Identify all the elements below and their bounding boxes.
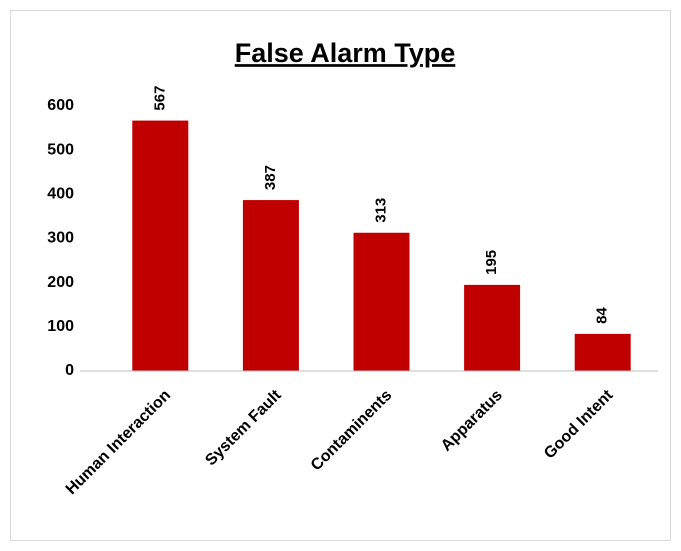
chart-title: False Alarm Type [235,38,456,68]
value-label: 567 [151,86,168,111]
y-tick-label: 600 [47,97,74,114]
bar [353,232,410,371]
bar [132,120,189,371]
bar [242,200,299,371]
value-label: 387 [262,165,279,190]
y-tick-label: 0 [65,362,74,379]
chart-frame [10,10,671,541]
y-tick-label: 500 [47,141,74,158]
y-tick-label: 200 [47,274,74,291]
value-label: 195 [483,250,500,275]
y-tick-label: 400 [47,186,74,203]
value-label: 313 [372,198,389,223]
y-tick-label: 100 [47,318,74,335]
bar [574,333,631,371]
bar [464,284,521,371]
y-tick-label: 300 [47,230,74,247]
value-label: 84 [594,307,611,324]
